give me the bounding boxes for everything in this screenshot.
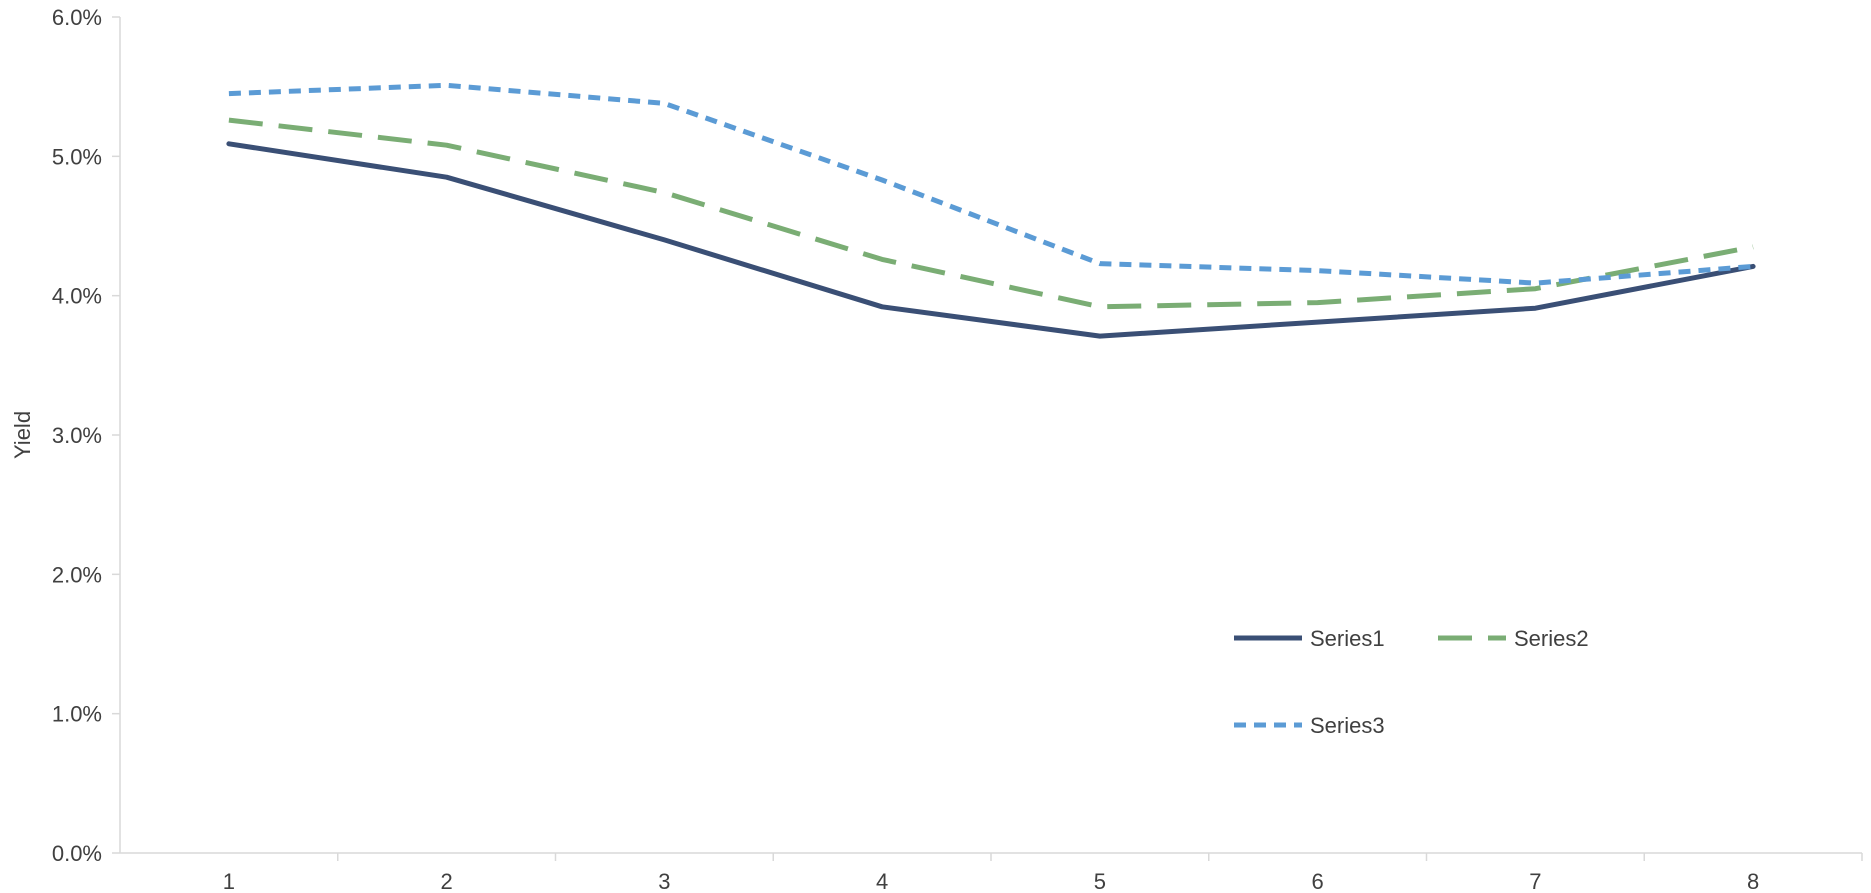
x-tick-label: 1 [223,869,235,893]
y-tick-label: 4.0% [52,284,102,309]
x-tick-label: 4 [876,869,888,893]
y-tick-label: 0.0% [52,841,102,866]
y-tick-group: 0.0% 1.0% 2.0% 3.0% 4.0% 5.0% 6.0% [52,5,120,866]
axes [119,17,1862,854]
series-line-series2 [228,117,1754,310]
x-tick-label: 7 [1529,869,1541,893]
y-axis-title: Yield [10,411,35,459]
y-tick-label: 3.0% [52,423,102,448]
series-line-series3 [228,82,1754,286]
y-tick-label: 2.0% [52,562,102,587]
x-tick-label: 3 [658,869,670,893]
legend-label-series3: Series3 [1310,713,1385,738]
y-tick-label: 6.0% [52,5,102,30]
y-tick-label: 1.0% [52,702,102,727]
x-tick-label: 8 [1747,869,1759,893]
x-tick-group: 1 2 3 4 5 6 7 8 [223,853,1863,893]
series-line-series1 [226,141,1756,339]
x-tick-label: 6 [1312,869,1324,893]
x-tick-label: 2 [441,869,453,893]
legend: Series1 Series2 Series3 [1234,626,1589,738]
legend-item-series3: Series3 [1234,713,1385,738]
legend-item-series2: Series2 [1438,626,1589,651]
legend-label-series2: Series2 [1514,626,1589,651]
y-tick-label: 5.0% [52,144,102,169]
series-lines [226,82,1756,339]
legend-item-series1: Series1 [1234,626,1385,651]
x-tick-label: 5 [1094,869,1106,893]
legend-label-series1: Series1 [1310,626,1385,651]
